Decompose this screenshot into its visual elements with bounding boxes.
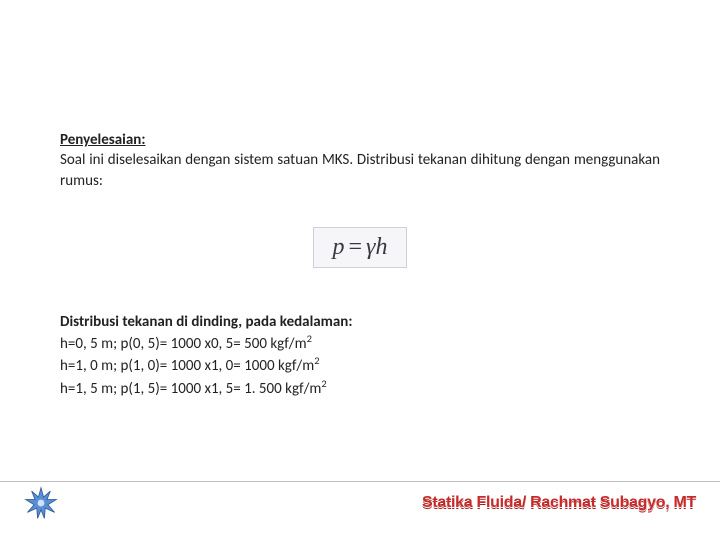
- line-2-text: h=1, 0 m; p(1, 0)= 1000 x1, 0= 1000 kgf/…: [60, 357, 314, 375]
- formula-gamma: γ: [366, 234, 375, 260]
- distribution-line-1: h=0, 5 m; p(0, 5)= 1000 x0, 5= 500 kgf/m…: [60, 332, 660, 354]
- intro-paragraph: Penyelesaian: Soal ini diselesaikan deng…: [60, 130, 660, 191]
- formula-h: h: [376, 234, 388, 260]
- unit-exp: 2: [321, 377, 326, 390]
- intro-text: Soal ini diselesaikan dengan sistem satu…: [60, 151, 660, 189]
- starburst-icon: [24, 486, 58, 520]
- distribution-heading: Distribusi tekanan di dinding, pada keda…: [60, 312, 660, 332]
- unit-exp: 2: [307, 332, 312, 345]
- formula: p=γh: [313, 227, 406, 268]
- equals-sign: =: [348, 234, 362, 260]
- formula-lhs: p: [332, 234, 344, 260]
- slide-page: Penyelesaian: Soal ini diselesaikan deng…: [0, 0, 720, 540]
- distribution-line-3: h=1, 5 m; p(1, 5)= 1000 x1, 5= 1. 500 kg…: [60, 377, 660, 399]
- footer-title: Statika Fluida/ Rachmat Subagyo, MT: [422, 494, 696, 512]
- line-3-text: h=1, 5 m; p(1, 5)= 1000 x1, 5= 1. 500 kg…: [60, 380, 321, 398]
- slide-footer: Statika Fluida/ Rachmat Subagyo, MT: [0, 481, 720, 520]
- distribution-block: Distribusi tekanan di dinding, pada keda…: [60, 312, 660, 399]
- formula-container: p=γh: [60, 227, 660, 268]
- distribution-line-2: h=1, 0 m; p(1, 0)= 1000 x1, 0= 1000 kgf/…: [60, 354, 660, 376]
- solution-heading: Penyelesaian:: [60, 131, 145, 149]
- unit-exp: 2: [314, 354, 319, 367]
- line-1-text: h=0, 5 m; p(0, 5)= 1000 x0, 5= 500 kgf/m: [60, 335, 307, 353]
